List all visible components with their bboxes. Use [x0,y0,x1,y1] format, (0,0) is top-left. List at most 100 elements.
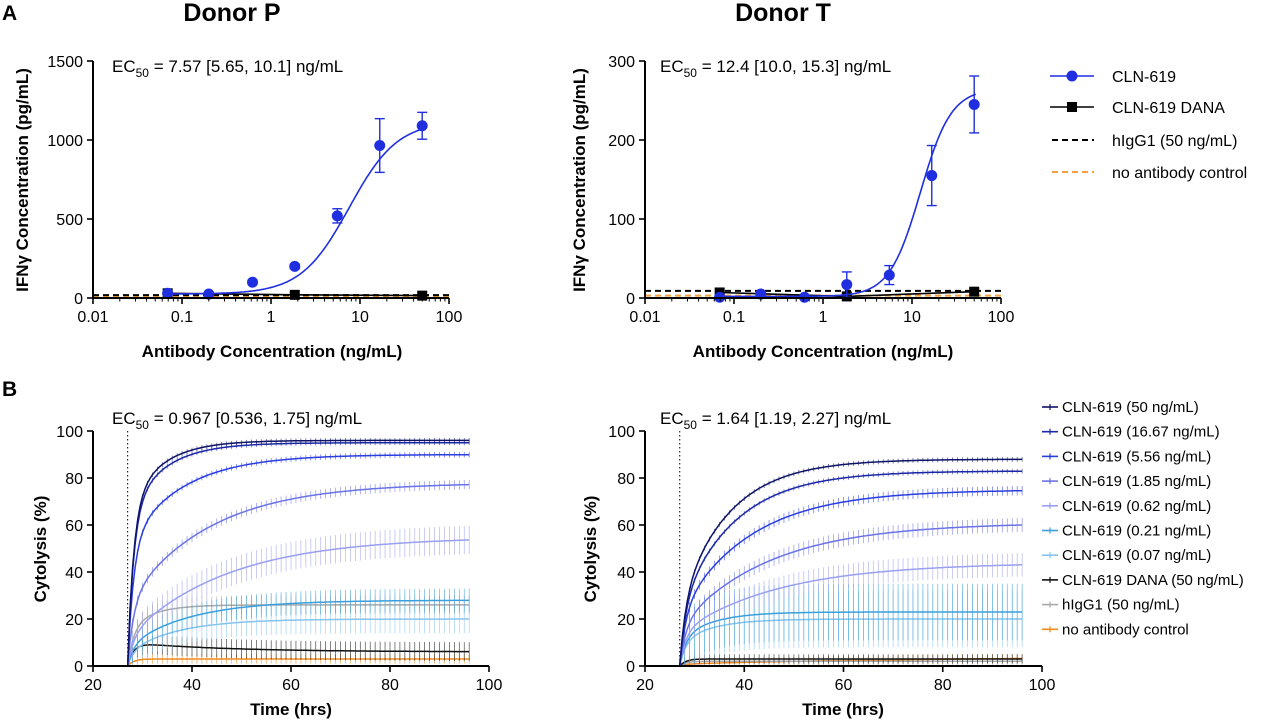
legend-label: CLN-619 (5.56 ng/mL) [1062,448,1211,465]
y-tick-label: 1500 [47,54,83,71]
x-tick-label: 100 [988,309,1015,326]
cytolysis-series-line [645,524,1023,667]
cytolysis-series-line [93,539,470,667]
y-tick-label: 40 [617,565,635,582]
y-axis-label: IFNγ Concentration (pg/mL) [570,68,589,292]
chart-donor-p-cytolysis: EC50 = 0.967 [0.536, 1.75] ng/mL 0 20 40 60 8… [31,409,502,719]
x-tick-label: 0.1 [723,309,745,326]
cytolysis-series-line [645,658,1023,667]
cln619-dana-point [289,289,300,300]
legend-panel-a: CLN-619 CLN-619 DANA hIgG1 (50 ng/mL) no an… [1050,69,1247,182]
legend-label: CLN-619 (1.85 ng/mL) [1062,473,1211,490]
x-tick-label: 60 [282,677,300,694]
cln619-point [203,288,215,300]
cytolysis-series-line [93,483,470,667]
y-tick-label: 0 [74,659,83,676]
cln619-point [331,210,343,222]
cytolysis-series-line [93,644,470,667]
legend-label: CLN-619 [1112,69,1176,86]
x-axis-label: Antibody Concentration (ng/mL) [693,342,954,361]
chart-donor-t-cytolysis: EC50 = 1.64 [1.19, 2.27] ng/mL0204060801… [581,409,1055,719]
x-tick-label: 0.01 [77,309,108,326]
ec50-prefix: EC [660,57,684,76]
legend-b-item: no antibody control [1042,621,1189,638]
ec50-value: = 0.967 [0.536, 1.75] ng/mL [149,409,362,428]
cln619-point [247,276,259,288]
cln619-point [374,140,386,152]
legend-a-item: hIgG1 (50 ng/mL) [1052,133,1237,150]
x-tick-label: 10 [903,309,921,326]
x-tick-label: 40 [183,677,201,694]
panel-label-b: B [2,378,17,401]
cytolysis-series-line [645,489,1023,667]
x-axis-label: Time (hrs) [802,700,884,719]
cytolysis-error-bars [684,583,1023,666]
y-tick-label: 300 [608,54,635,71]
cytolysis-series-line [93,618,470,667]
y-tick-label: 100 [608,424,635,441]
x-tick-label: 1 [819,309,828,326]
y-tick-label: 0 [74,291,83,308]
ec50-prefix: EC [660,409,684,428]
y-tick-label: 200 [608,133,635,150]
legend-label: hIgG1 (50 ng/mL) [1062,597,1180,614]
x-tick-label: 20 [636,677,654,694]
ec50-annotation: EC50 = 12.4 [10.0, 15.3] ng/mL [660,57,891,80]
cytolysis-series-line [645,470,1023,667]
legend-panel-b: CLN-619 (50 ng/mL) CLN-619 (16.67 ng/mL) C… [1042,399,1244,638]
cln619-point [162,287,174,299]
x-tick-label: 100 [476,677,503,694]
cln619-point [289,260,301,272]
y-tick-label: 80 [65,471,83,488]
x-tick-label: 60 [835,677,853,694]
legend-b-item: CLN-619 DANA (50 ng/mL) [1042,572,1244,589]
cln619-dana-point [969,286,980,297]
y-axis-label: Cytolysis (%) [31,496,50,603]
x-tick-label: 0.01 [629,309,660,326]
legend-b-item: CLN-619 (16.67 ng/mL) [1042,424,1220,441]
cln619-fit-curve [714,93,976,298]
x-axis-label: Antibody Concentration (ng/mL) [142,342,403,361]
y-tick-label: 60 [65,518,83,535]
legend-label: no antibody control [1062,621,1189,638]
y-axis-label: IFNγ Concentration (pg/mL) [13,68,32,292]
cytolysis-series-line [93,599,470,667]
cln619-dana-point [417,290,428,301]
legend-square-marker [1067,102,1077,112]
x-tick-label: 40 [735,677,753,694]
ec50-prefix: EC [112,409,136,428]
legend-b-item: CLN-619 (0.62 ng/mL) [1042,498,1211,515]
x-axis-label: Time (hrs) [250,700,332,719]
ec50-subscript: 50 [684,418,698,432]
cln619-point [416,120,428,132]
cytolysis-error-bars [132,451,470,592]
y-tick-label: 60 [617,518,635,535]
cln619-point [883,269,895,281]
ec50-annotation: EC50 = 0.967 [0.536, 1.75] ng/mL [112,409,362,432]
y-tick-label: 40 [65,565,83,582]
legend-a-item: no antibody control [1052,165,1247,182]
y-tick-label: 0 [626,291,635,308]
ec50-subscript: 50 [684,66,698,80]
y-tick-label: 20 [65,612,83,629]
legend-b-item: CLN-619 (0.21 ng/mL) [1042,523,1211,540]
cytolysis-series-line [645,458,1023,667]
chart-title: Donor T [735,0,831,27]
cytolysis-series-line [645,564,1023,667]
legend-a-item: CLN-619 [1050,69,1176,86]
ec50-subscript: 50 [136,66,150,80]
cln619-point [755,288,767,300]
y-tick-label: 1000 [47,133,83,150]
y-tick-label: 100 [608,212,635,229]
cytolysis-series-line [93,439,470,667]
legend-b-item: CLN-619 (5.56 ng/mL) [1042,448,1211,465]
cytolysis-error-bars [684,517,1023,645]
legend-label: CLN-619 (0.62 ng/mL) [1062,498,1211,515]
legend-label: CLN-619 (0.07 ng/mL) [1062,547,1211,564]
legend-b-item: CLN-619 (0.07 ng/mL) [1042,547,1211,564]
x-tick-label: 100 [1029,677,1056,694]
ec50-value: = 1.64 [1.19, 2.27] ng/mL [697,409,891,428]
ec50-annotation: EC50 = 7.57 [5.65, 10.1] ng/mL [112,57,343,80]
